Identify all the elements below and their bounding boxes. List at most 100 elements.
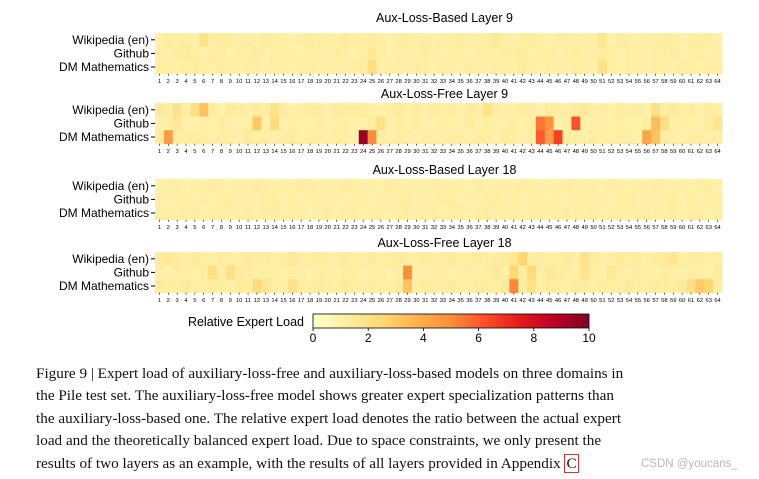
heatmap-cell [544,60,555,75]
heatmap-cell [155,252,165,266]
heatmap-cell [535,279,546,294]
heatmap-cell [261,252,271,266]
heatmap-cell [332,252,342,266]
x-tick-label: 47 [564,225,570,231]
x-tick-label: 11 [245,225,251,231]
heatmap-cell [163,279,174,294]
heatmap-cell [287,130,298,145]
heatmap-cell [668,179,679,193]
heatmap-cell [447,103,457,117]
heatmap-cell [704,60,714,75]
heatmap-cell [217,103,227,117]
x-tick-label: 56 [643,225,649,231]
heatmap-cell [172,206,182,221]
heatmap-cell [668,265,679,280]
x-tick-label: 60 [679,79,685,85]
heatmap-cell [252,33,262,47]
heatmap-cell [181,279,191,294]
heatmap-cell [349,103,360,117]
heatmap-cell [597,252,608,266]
x-tick-label: 35 [457,149,463,155]
x-tick-label: 36 [466,298,472,304]
heatmap-cell [668,46,679,61]
heatmap-cell [713,103,723,117]
caption-line: load and the theoretically balanced expe… [36,432,602,450]
heatmap-cell [252,252,262,266]
heatmap-cell [456,179,466,193]
heatmap-cell [376,279,386,294]
heatmap-cell [589,130,599,145]
heatmap-cell [704,265,714,280]
watermark: CSDN @youcans_ [641,458,738,470]
heatmap-cell [385,46,395,61]
x-tick-label: 32 [431,225,437,231]
heatmap-cell [429,265,439,280]
heatmap-cell [163,46,174,61]
heatmap-cell [473,265,484,280]
heatmap-cell [500,192,510,207]
x-tick-label: 60 [679,149,685,155]
x-tick-label: 28 [395,149,401,155]
heatmap-cell [491,192,501,207]
heatmap-cell [332,206,342,221]
heatmap-cell [509,33,519,47]
heatmap-cell [456,60,466,75]
heatmap-cell [677,103,687,117]
x-tick-label: 19 [316,225,322,231]
x-tick-label: 15 [280,79,286,85]
heatmap-cell [606,46,617,61]
x-tick-label: 19 [316,298,322,304]
heatmap-cell [518,179,528,193]
heatmap-cell [651,60,661,75]
x-tick-label: 32 [431,298,437,304]
heatmap-cell [199,252,209,266]
heatmap-cell [411,265,422,280]
panel-title: Aux-Loss-Free Layer 9 [381,87,508,101]
heatmap-cell [500,103,510,117]
heatmap-cell [589,33,599,47]
heatmap-cell [571,46,581,61]
heatmap-cell [544,33,555,47]
x-tick-label: 12 [254,79,260,85]
heatmap-cell [473,130,484,145]
heatmap-cell [562,130,572,145]
heatmap-cell [341,33,351,47]
heatmap-cell [305,192,315,207]
x-tick-label: 45 [546,225,552,231]
x-tick-label: 43 [528,298,534,304]
heatmap-cell [376,252,386,266]
heatmap-cell [181,252,191,266]
appendix-c-link[interactable]: C [564,453,579,473]
x-tick-label: 3 [176,79,179,85]
heatmap-cell [305,206,315,221]
heatmap-cell [279,179,289,193]
heatmap-cell [509,279,519,294]
x-tick-label: 47 [564,149,570,155]
heatmap-cell [615,116,625,131]
heatmap-cell [199,33,209,47]
x-tick-label: 16 [289,79,295,85]
heatmap-cell [358,116,369,131]
heatmap-cell [597,192,608,207]
x-tick-label: 59 [670,225,676,231]
heatmap-cell [686,252,696,266]
heatmap-cell [261,46,271,61]
heatmap-cell [252,279,262,294]
x-tick-label: 52 [608,149,614,155]
heatmap-cell [597,103,608,117]
heatmap-cell [509,60,519,75]
heatmap-cell [296,252,307,266]
heatmap-cell [686,116,696,131]
heatmap-cell [473,103,484,117]
heatmap-cell [181,130,191,145]
heatmap-cell [695,206,705,221]
heatmap-cell [287,46,298,61]
x-tick-label: 54 [626,149,633,155]
x-tick-label: 25 [369,149,375,155]
heatmap-cell [287,179,298,193]
heatmap-cell [376,46,386,61]
heatmap-cell [589,46,599,61]
x-tick-label: 49 [581,225,587,231]
heatmap-cell [243,265,253,280]
x-tick-label: 17 [298,298,304,304]
